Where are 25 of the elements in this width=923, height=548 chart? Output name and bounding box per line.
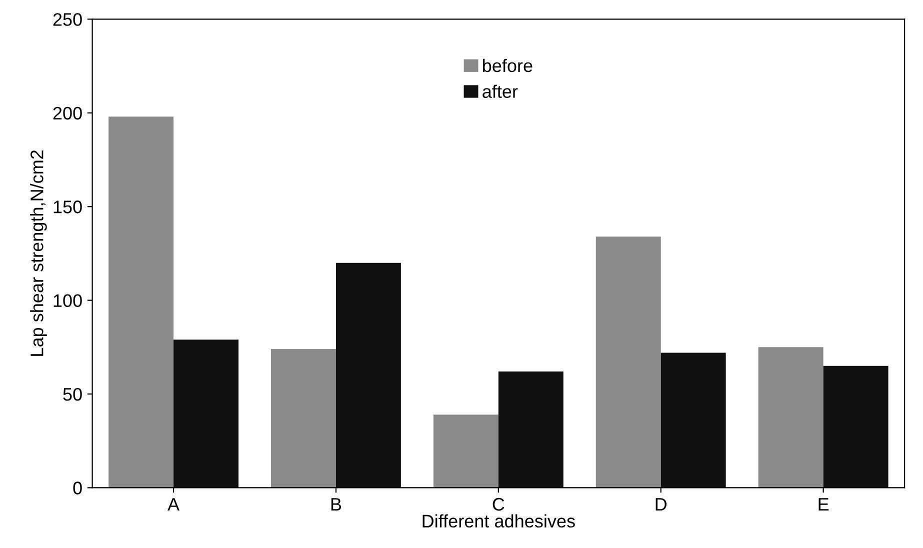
- y-axis-title: Lap shear strength,N/cm2: [30, 150, 47, 356]
- y-tick-label: 0: [73, 482, 82, 494]
- y-tick-label: 50: [63, 388, 82, 401]
- x-tick-label: B: [331, 498, 342, 511]
- y-tick-label: 250: [53, 13, 82, 26]
- y-tick-label: 150: [54, 200, 82, 214]
- x-tick-label: A: [168, 498, 180, 511]
- x-tick-label: D: [656, 498, 667, 511]
- bar: [498, 372, 564, 488]
- x-tick-label: E: [818, 498, 829, 511]
- bar: [758, 347, 824, 488]
- x-axis-title: Different adhesives: [422, 514, 575, 528]
- y-tick-label: 200: [53, 106, 82, 120]
- legend-label: before: [483, 58, 532, 72]
- legend-label: after: [482, 84, 518, 98]
- y-tick-label: 100: [54, 294, 82, 308]
- bar: [596, 236, 661, 488]
- bar: [174, 340, 239, 488]
- bar: [270, 349, 336, 488]
- bar: [660, 352, 726, 488]
- bar: [433, 414, 498, 488]
- bar: [823, 366, 888, 488]
- x-tick-label: C: [492, 498, 504, 511]
- bar: [336, 262, 401, 488]
- bar: [108, 116, 174, 488]
